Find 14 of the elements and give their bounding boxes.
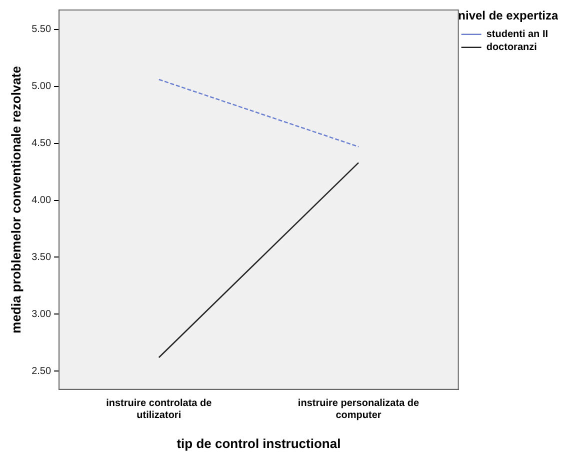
y-tick-label: 2.50 [32, 366, 52, 377]
legend-label: doctoranzi [486, 42, 538, 54]
y-tick-label: 4.50 [32, 138, 52, 150]
y-tick-label: 4.00 [32, 195, 52, 206]
legend-title: nivel de expertiza [458, 8, 559, 22]
x-axis-title: tip de control instructional [176, 436, 341, 451]
y-tick-label: 3.50 [32, 252, 52, 263]
y-tick-label: 5.50 [32, 24, 52, 36]
x-tick-label: instruire personalizata de computer [298, 398, 420, 422]
y-axis-title: media problemelor conventionale rezolvate [8, 66, 24, 334]
x-tick-label: instruire controlata de utilizatori [106, 398, 212, 422]
legend-label: studenti an II [486, 29, 548, 40]
y-tick-label: 5.00 [32, 81, 52, 92]
y-tick-label: 3.00 [32, 308, 52, 320]
